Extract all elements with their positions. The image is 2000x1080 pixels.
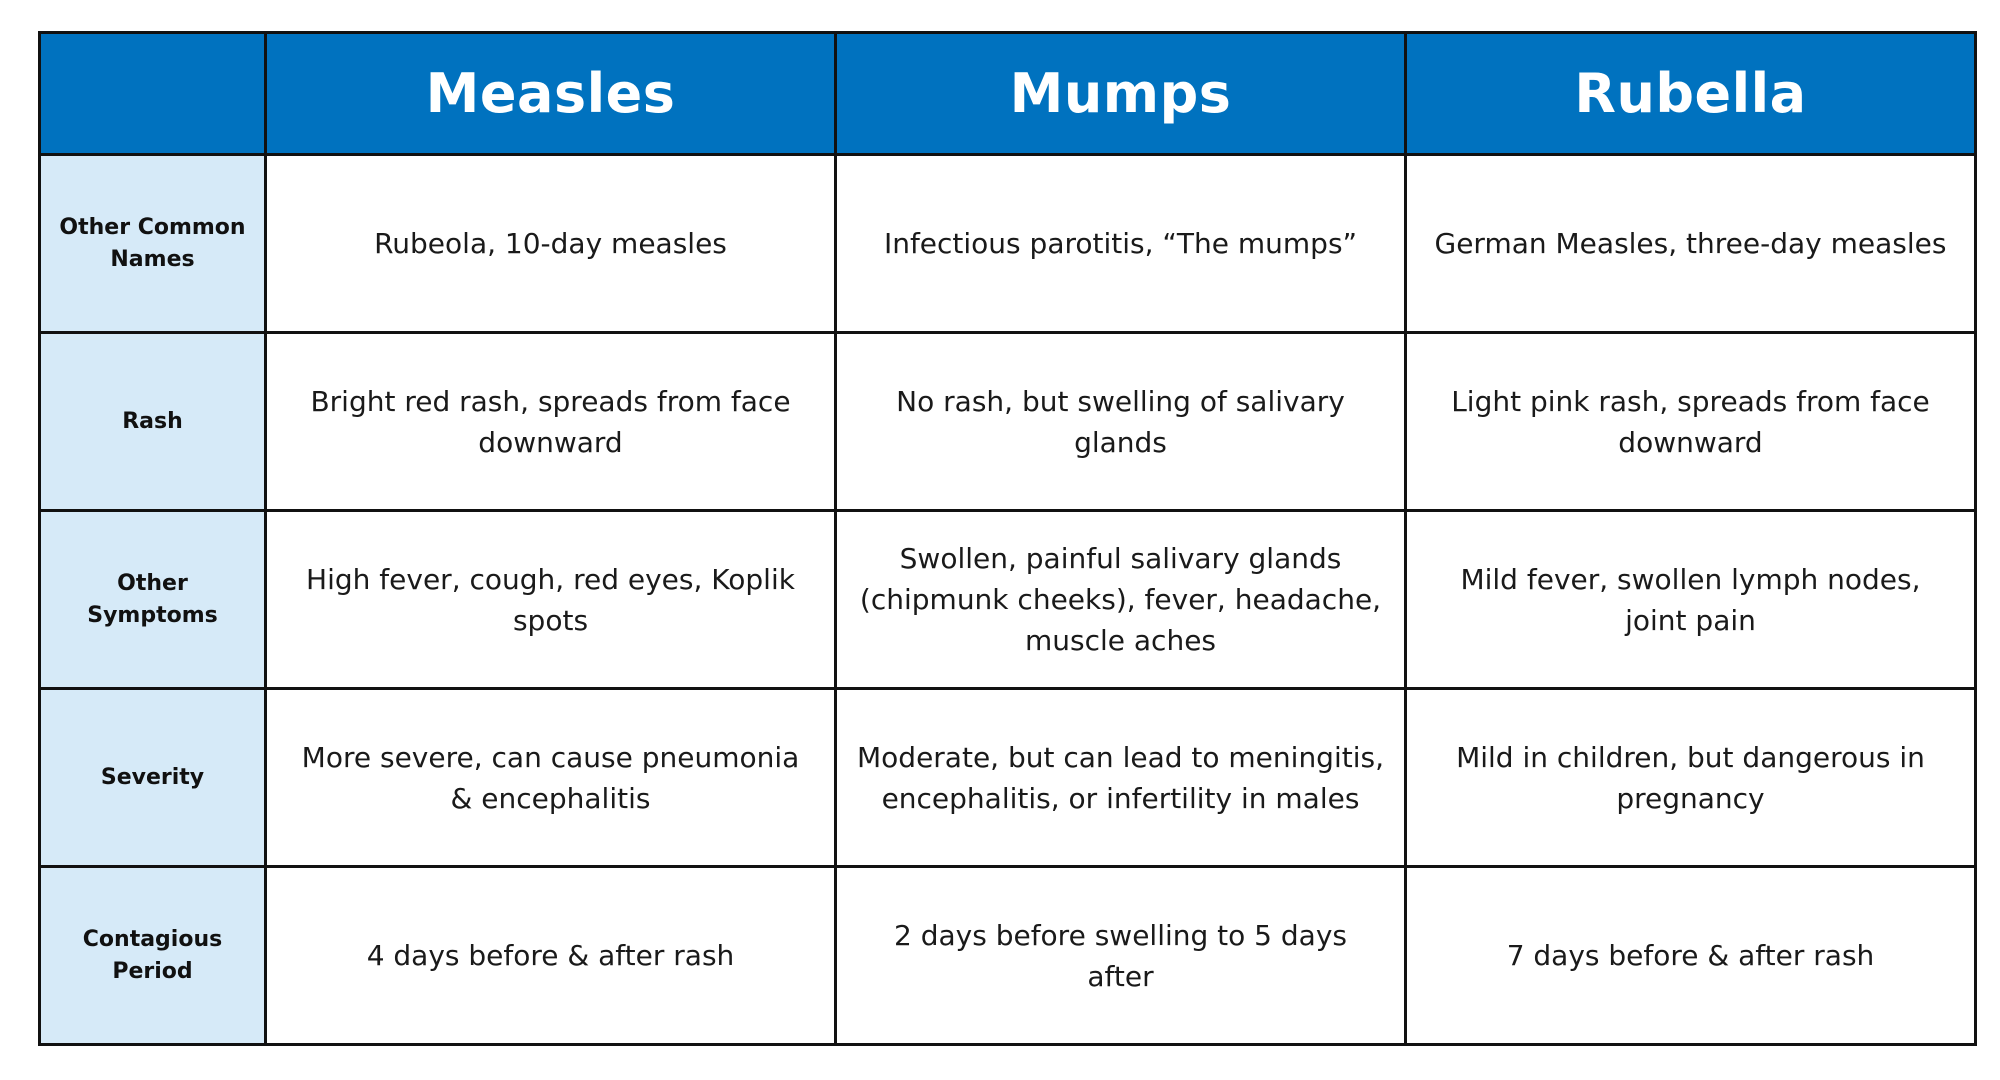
table-cell: German Measles, three-day measles	[1404, 153, 1977, 334]
table-row: Severity More severe, can cause pneumoni…	[38, 687, 1977, 868]
disease-comparison-table: Measles Mumps Rubella Other Common Names…	[38, 31, 1977, 1046]
table-cell: High fever, cough, red eyes, Koplik spot…	[264, 509, 837, 690]
table-cell: 2 days before swelling to 5 days after	[834, 865, 1407, 1046]
row-label-rash: Rash	[38, 331, 267, 512]
table-cell: No rash, but swelling of salivary glands	[834, 331, 1407, 512]
table-cell: Rubeola, 10-day measles	[264, 153, 837, 334]
table-cell: 4 days before & after rash	[264, 865, 837, 1046]
table-cell: Moderate, but can lead to meningitis, en…	[834, 687, 1407, 868]
table-cell: Mild fever, swollen lymph nodes, joint p…	[1404, 509, 1977, 690]
table-cell: Infectious parotitis, “The mumps”	[834, 153, 1407, 334]
header-corner-cell	[38, 31, 267, 156]
row-label-contagious-period: Contagious Period	[38, 865, 267, 1046]
table-row: Contagious Period 4 days before & after …	[38, 865, 1977, 1046]
column-header-rubella: Rubella	[1404, 31, 1977, 156]
table-cell: Light pink rash, spreads from face downw…	[1404, 331, 1977, 512]
table-cell: More severe, can cause pneumonia & encep…	[264, 687, 837, 868]
header-row: Measles Mumps Rubella	[38, 31, 1977, 156]
table-cell: Mild in children, but dangerous in pregn…	[1404, 687, 1977, 868]
table-row: Other Common Names Rubeola, 10-day measl…	[38, 153, 1977, 334]
table-row: Rash Bright red rash, spreads from face …	[38, 331, 1977, 512]
comparison-table-container: Measles Mumps Rubella Other Common Names…	[38, 31, 1977, 1046]
column-header-mumps: Mumps	[834, 31, 1407, 156]
column-header-measles: Measles	[264, 31, 837, 156]
table-cell: 7 days before & after rash	[1404, 865, 1977, 1046]
table-cell: Swollen, painful salivary glands (chipmu…	[834, 509, 1407, 690]
row-label-other-symptoms: Other Symptoms	[38, 509, 267, 690]
table-row: Other Symptoms High fever, cough, red ey…	[38, 509, 1977, 690]
table-cell: Bright red rash, spreads from face downw…	[264, 331, 837, 512]
row-label-severity: Severity	[38, 687, 267, 868]
row-label-other-common-names: Other Common Names	[38, 153, 267, 334]
